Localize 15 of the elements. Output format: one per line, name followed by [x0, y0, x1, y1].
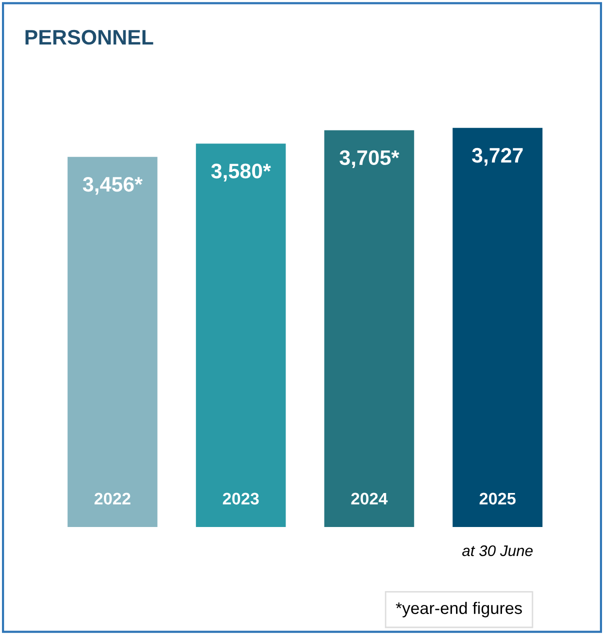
x-tick-label: 2023	[222, 492, 259, 505]
data-label: 3,727	[472, 148, 523, 166]
x-tick-label: 2024	[351, 492, 388, 505]
bar	[196, 144, 286, 528]
bar	[452, 128, 542, 528]
data-label: 3,456*	[82, 176, 143, 195]
chart-title: PERSONNEL	[26, 30, 154, 45]
text: *year-end figures	[396, 602, 522, 618]
text: at 30 June	[462, 545, 533, 556]
data-label: 3,580*	[211, 164, 271, 182]
x-tick-label: 2022	[94, 492, 130, 505]
bar	[324, 130, 414, 528]
x-tick-label: 2025	[480, 492, 516, 505]
data-label: 3,705*	[340, 150, 400, 168]
bar	[68, 156, 158, 528]
